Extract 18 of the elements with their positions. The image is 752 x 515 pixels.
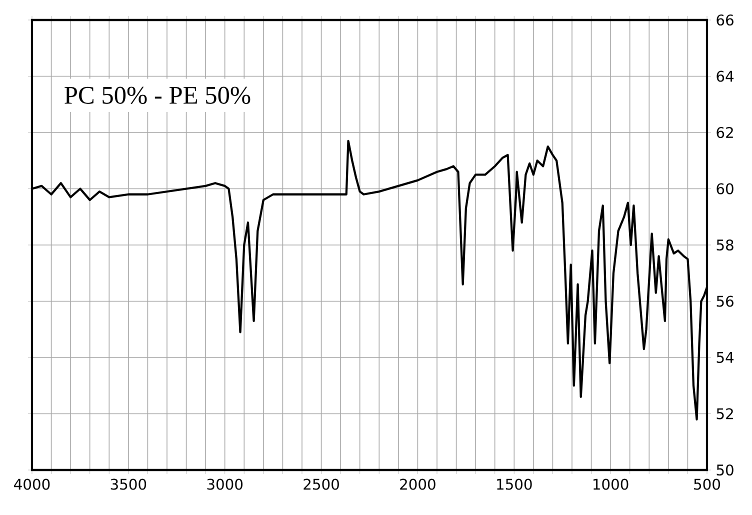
y-tick-label: 62 [716,126,733,138]
y-tick-label: 58 [716,239,734,251]
y-tick-label: 54 [716,352,734,363]
y-tick-label: 56 [716,296,734,307]
y-tick-label: 50 [716,464,734,476]
x-tick-label: 1000 [594,478,628,490]
y-tick-label: 60 [716,183,734,194]
x-tick-label: 2000 [400,478,436,490]
y-tick-label: 64 [716,70,734,82]
x-tick-label: 1500 [497,478,532,490]
x-tick-label: 4000 [14,478,50,490]
y-tick-label: 52 [716,408,733,420]
x-tick-label: 500 [694,478,720,490]
x-tick-label: 2500 [304,478,339,490]
x-tick-label: 3500 [110,478,146,490]
y-tick-label: 66 [716,14,734,26]
x-tick-label: 3000 [207,478,243,490]
annotation: PC 50% - PE 50% [64,86,250,104]
